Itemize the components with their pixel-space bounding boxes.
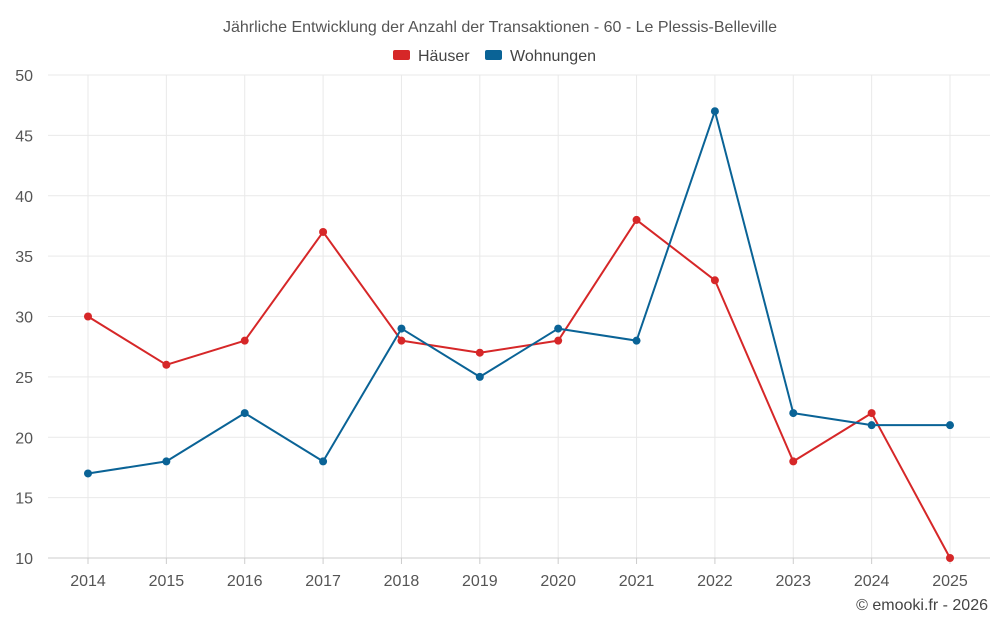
- data-point-haeuser[interactable]: [554, 336, 563, 345]
- x-tick-label: 2022: [697, 573, 733, 590]
- data-point-wohnungen[interactable]: [397, 324, 406, 333]
- y-tick-label: 30: [15, 310, 33, 327]
- y-tick-label: 50: [15, 68, 33, 85]
- x-tick-label: 2018: [384, 573, 420, 590]
- data-point-wohnungen[interactable]: [475, 372, 484, 381]
- y-axis-ticks: 10 15 20 25 30 35 40 45 50: [15, 68, 33, 568]
- x-tick-label: 2015: [149, 573, 185, 590]
- series-line-haeuser: [87, 218, 951, 559]
- legend-swatch: [393, 50, 410, 60]
- series-line-wohnungen: [87, 110, 950, 475]
- data-point-wohnungen[interactable]: [554, 324, 563, 333]
- data-point-haeuser[interactable]: [632, 215, 641, 224]
- data-point-haeuser[interactable]: [475, 348, 484, 357]
- data-point-wohnungen[interactable]: [319, 457, 328, 466]
- series-layer: [84, 107, 954, 562]
- y-tick-label: 10: [15, 551, 33, 568]
- grid: [48, 74, 990, 564]
- legend: Häuser Wohnungen: [393, 48, 596, 65]
- x-tick-label: 2014: [70, 573, 106, 590]
- data-point-wohnungen[interactable]: [789, 409, 798, 418]
- data-point-haeuser[interactable]: [84, 312, 92, 321]
- legend-label[interactable]: Häuser: [418, 48, 470, 65]
- data-point-haeuser[interactable]: [789, 457, 798, 466]
- data-point-haeuser[interactable]: [162, 360, 171, 369]
- legend-swatch: [485, 50, 502, 60]
- data-point-wohnungen[interactable]: [84, 469, 92, 478]
- data-point-haeuser[interactable]: [946, 554, 954, 562]
- x-tick-label: 2021: [619, 573, 655, 590]
- data-point-wohnungen[interactable]: [632, 336, 641, 345]
- copyright-credit: © emooki.fr - 2026: [856, 597, 988, 614]
- data-point-haeuser[interactable]: [240, 336, 249, 345]
- data-point-wohnungen[interactable]: [240, 409, 249, 418]
- data-point-haeuser[interactable]: [319, 227, 328, 236]
- data-point-wohnungen[interactable]: [867, 421, 876, 430]
- y-tick-label: 45: [15, 128, 33, 145]
- data-point-wohnungen[interactable]: [162, 457, 171, 466]
- y-tick-label: 15: [15, 491, 33, 508]
- data-point-haeuser[interactable]: [710, 276, 719, 285]
- data-point-haeuser[interactable]: [867, 409, 876, 418]
- x-tick-label: 2025: [932, 573, 968, 590]
- x-axis-ticks: 2014 2015 2016 2017 2018 2019 2020 2021 2022 2023…: [70, 573, 968, 590]
- y-tick-label: 20: [15, 430, 33, 447]
- x-tick-label: 2024: [854, 573, 890, 590]
- data-point-wohnungen[interactable]: [946, 421, 954, 430]
- x-tick-label: 2023: [775, 573, 811, 590]
- x-tick-label: 2020: [540, 573, 576, 590]
- data-point-haeuser[interactable]: [397, 336, 406, 345]
- y-tick-label: 40: [15, 189, 33, 206]
- y-tick-label: 25: [15, 370, 33, 387]
- x-tick-label: 2017: [305, 573, 341, 590]
- chart-title: Jährliche Entwicklung der Anzahl der Tra…: [223, 19, 777, 36]
- x-tick-label: 2019: [462, 573, 498, 590]
- legend-label[interactable]: Wohnungen: [510, 48, 596, 65]
- x-tick-label: 2016: [227, 573, 263, 590]
- data-point-wohnungen[interactable]: [710, 107, 719, 116]
- y-tick-label: 35: [15, 249, 33, 266]
